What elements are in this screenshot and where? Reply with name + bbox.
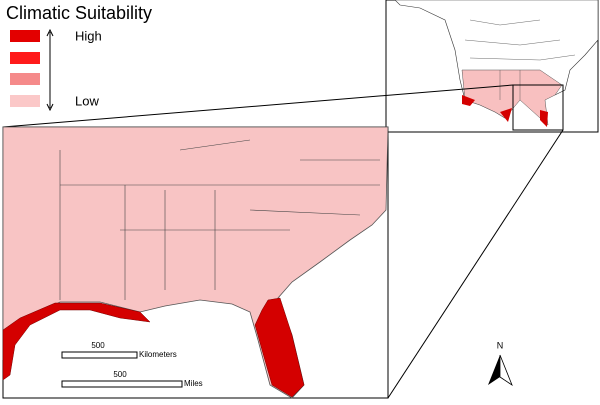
legend-swatch	[10, 52, 40, 64]
inset-high-area	[462, 95, 548, 127]
legend-high: High	[75, 28, 102, 43]
scale-value: 500	[113, 370, 127, 379]
legend-arrow-heads	[46, 28, 54, 112]
high-suitability-florida	[254, 297, 305, 398]
north-label: N	[497, 340, 504, 350]
legend-low: Low	[75, 93, 99, 108]
leader-line	[387, 129, 564, 399]
inset-borders	[464, 19, 576, 100]
scale-unit: Kilometers	[139, 350, 177, 359]
scale-bar-miles	[61, 380, 183, 388]
legend-swatch	[10, 73, 40, 85]
inset-extent-box	[512, 84, 564, 131]
high-suitability-gulf	[2, 302, 151, 381]
scale-unit: Miles	[184, 379, 203, 388]
legend-swatch	[10, 30, 40, 42]
leader-line	[2, 84, 514, 128]
scale-value: 500	[91, 341, 105, 350]
title: Climatic Suitability	[6, 3, 152, 23]
legend-swatches	[10, 30, 40, 107]
state-borders	[59, 139, 380, 300]
legend-swatch	[10, 95, 40, 107]
scale-bar-km	[61, 351, 138, 359]
north-arrow-half	[499, 354, 513, 387]
